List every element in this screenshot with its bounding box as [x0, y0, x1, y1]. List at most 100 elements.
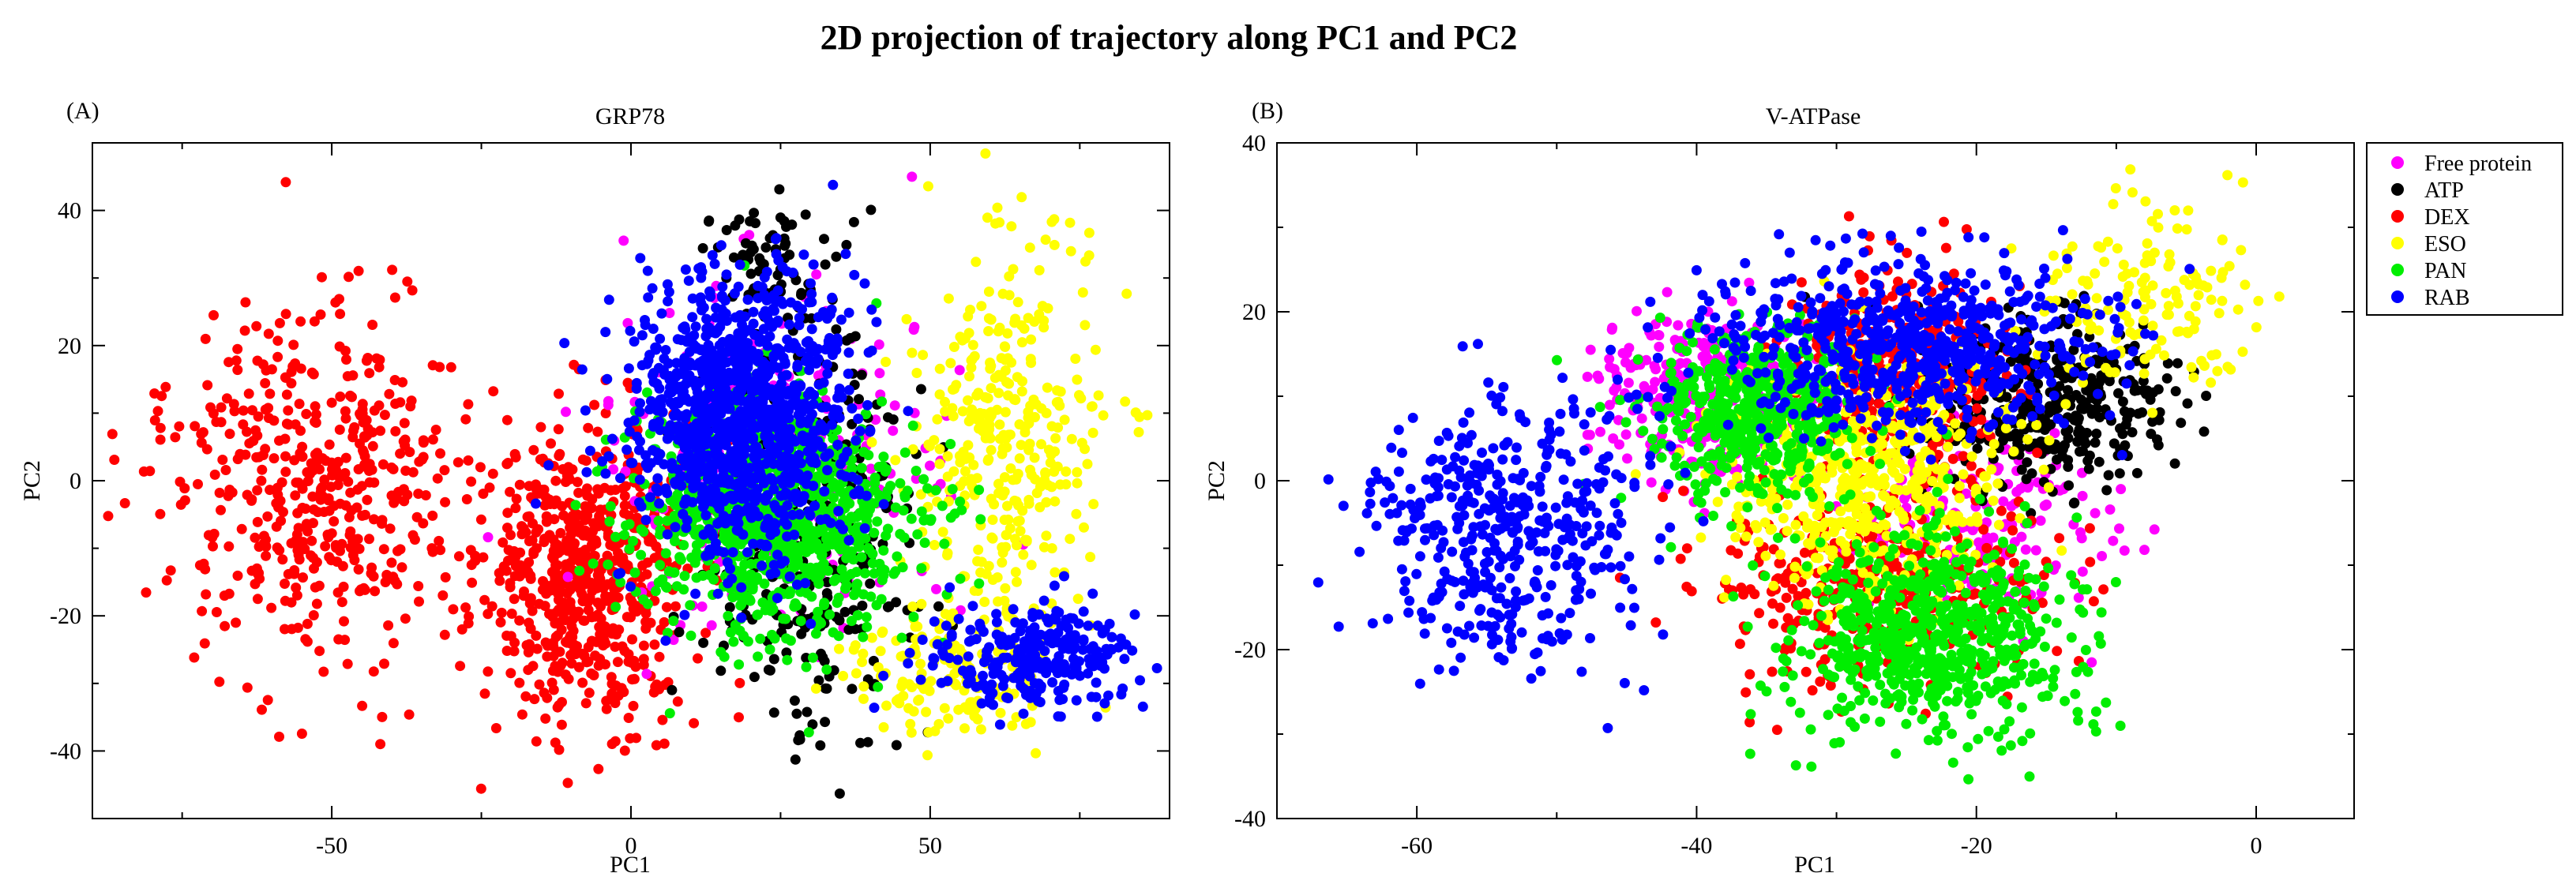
scatter-point	[1585, 344, 1596, 355]
scatter-point	[635, 398, 645, 409]
scatter-point	[836, 314, 847, 325]
scatter-point	[625, 581, 636, 592]
scatter-point	[704, 216, 714, 227]
scatter-point	[280, 466, 291, 478]
scatter-point	[947, 484, 958, 495]
scatter-point	[715, 646, 727, 658]
scatter-point	[564, 603, 575, 614]
scatter-point	[831, 344, 842, 355]
scatter-point	[430, 425, 441, 435]
scatter-point	[562, 545, 573, 556]
scatter-point	[784, 319, 794, 330]
scatter-point	[672, 489, 683, 500]
scatter-point	[690, 321, 701, 332]
scatter-point	[353, 265, 364, 276]
scatter-point	[297, 481, 308, 492]
scatter-point	[1065, 613, 1076, 624]
scatter-point	[272, 351, 284, 362]
scatter-point	[238, 405, 249, 416]
scatter-point	[2119, 545, 2130, 556]
scatter-point	[1016, 440, 1027, 451]
scatter-point	[335, 545, 345, 556]
scatter-point	[865, 425, 876, 436]
scatter-point	[811, 269, 822, 280]
scatter-point	[997, 490, 1008, 500]
scatter-point	[439, 465, 450, 476]
scatter-point	[787, 268, 798, 278]
scatter-point	[475, 783, 486, 794]
scatter-point	[581, 657, 592, 668]
scatter-point	[850, 640, 861, 651]
scatter-point	[355, 586, 365, 597]
scatter-point	[710, 485, 721, 496]
scatter-point	[992, 572, 1003, 583]
scatter-point	[257, 704, 267, 715]
scatter-point	[514, 615, 525, 626]
scatter-point	[603, 451, 614, 462]
scatter-point	[540, 713, 551, 724]
scatter-point	[728, 479, 739, 490]
scatter-point	[1079, 522, 1089, 533]
scatter-point	[789, 695, 800, 706]
scatter-point	[339, 616, 349, 627]
scatter-point	[155, 434, 166, 445]
scatter-point	[784, 571, 795, 582]
scatter-point	[652, 343, 662, 354]
scatter-point	[545, 499, 556, 509]
scatter-point	[915, 384, 926, 395]
scatter-point	[383, 620, 394, 631]
scatter-point	[736, 613, 747, 623]
scatter-point	[662, 515, 673, 526]
scatter-point	[827, 292, 838, 303]
scatter-point	[252, 485, 263, 496]
scatter-point	[629, 568, 640, 578]
scatter-point	[2016, 531, 2027, 542]
scatter-point	[804, 565, 815, 576]
scatter-point	[965, 675, 976, 686]
scatter-point	[821, 359, 832, 370]
scatter-point	[877, 575, 888, 586]
scatter-point	[971, 257, 982, 268]
scatter-point	[892, 551, 903, 562]
scatter-point	[155, 508, 166, 519]
scatter-point	[377, 711, 388, 722]
scatter-point	[704, 367, 715, 378]
scatter-point	[982, 393, 993, 403]
scatter-point	[852, 474, 863, 485]
scatter-point	[1026, 560, 1037, 571]
scatter-point	[1142, 410, 1153, 421]
scatter-point	[924, 685, 935, 696]
scatter-point	[778, 478, 789, 489]
scatter-point	[654, 498, 665, 509]
scatter-point	[553, 548, 564, 558]
scatter-point	[2108, 535, 2119, 546]
scatter-point	[686, 553, 697, 563]
scatter-point	[602, 595, 613, 606]
scatter-point	[693, 393, 704, 404]
scatter-point	[1120, 396, 1131, 407]
scatter-point	[959, 466, 971, 477]
scatter-point	[355, 410, 366, 421]
scatter-point	[302, 618, 313, 629]
scatter-point	[1001, 433, 1012, 444]
scatter-point	[525, 593, 536, 604]
scatter-point	[246, 494, 257, 505]
scatter-point	[917, 635, 928, 645]
scatter-point	[795, 458, 806, 469]
scatter-point	[1090, 344, 1101, 355]
scatter-point	[1049, 214, 1060, 225]
scatter-point	[2105, 504, 2116, 515]
scatter-point	[324, 439, 335, 450]
scatter-point	[1066, 433, 1077, 444]
scatter-point	[570, 500, 581, 511]
scatter-point	[340, 500, 351, 511]
scatter-point	[963, 395, 973, 406]
scatter-point	[1012, 372, 1023, 383]
scatter-point	[252, 430, 263, 441]
scatter-point	[888, 414, 899, 425]
scatter-point	[565, 631, 576, 641]
scatter-point	[325, 481, 336, 493]
scatter-point	[730, 375, 741, 386]
scatter-point	[916, 563, 927, 574]
scatter-point	[795, 616, 806, 627]
